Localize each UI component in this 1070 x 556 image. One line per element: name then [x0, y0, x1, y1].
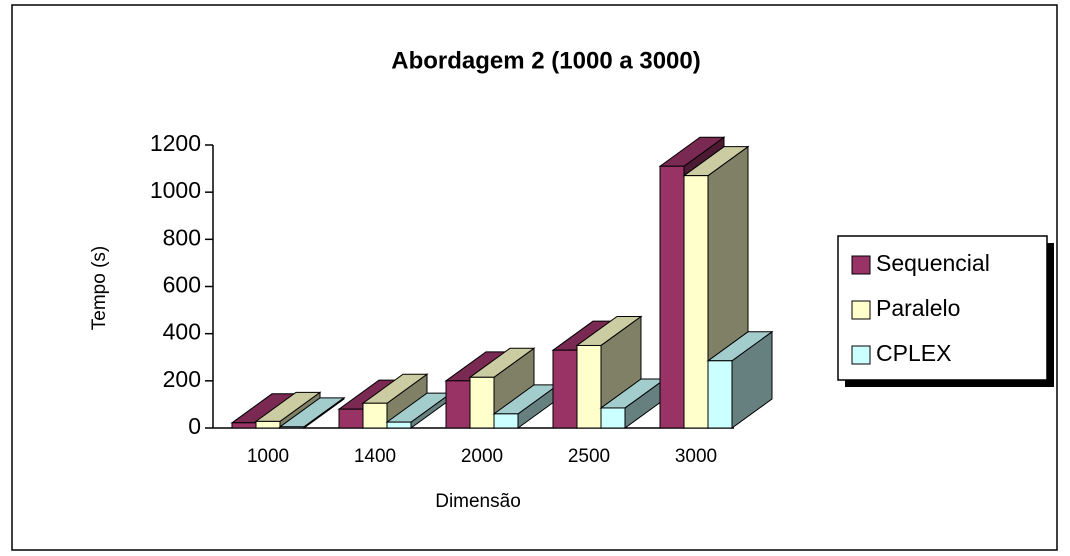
bar [278, 396, 346, 429]
bar-front [362, 402, 388, 429]
bar-front [469, 376, 495, 429]
bar-front [576, 344, 602, 429]
bar-front [445, 380, 471, 429]
bar-front [338, 408, 364, 429]
bar-front [683, 175, 709, 429]
y-tick-label: 200 [163, 366, 201, 392]
bar-front [552, 349, 578, 429]
bar-front [659, 165, 685, 429]
legend-label: Sequencial [876, 250, 990, 276]
y-tick-label: 0 [188, 413, 201, 439]
bar [599, 377, 667, 429]
y-tick-label: 1200 [150, 130, 201, 156]
legend-swatch [851, 345, 871, 365]
y-tick-label: 800 [163, 224, 201, 250]
x-tick-label: 1400 [354, 446, 396, 467]
bar-front [231, 422, 257, 429]
x-axis-label: Dimensão [435, 491, 521, 512]
bar-front [600, 407, 626, 429]
legend-swatch [851, 255, 871, 275]
legend-label: CPLEX [876, 340, 951, 366]
y-tick-label: 1000 [150, 177, 201, 203]
x-tick-label: 2500 [568, 446, 610, 467]
bar-front [279, 426, 305, 429]
chart-title: Abordagem 2 (1000 a 3000) [391, 47, 700, 74]
x-tick-label: 2000 [461, 446, 503, 467]
bar [706, 330, 774, 429]
legend-label: Paralelo [876, 295, 960, 321]
y-axis-label: Tempo (s) [89, 246, 110, 330]
bar-front [707, 360, 733, 429]
bar-front [386, 421, 412, 429]
bar-front [255, 420, 281, 429]
bar-front [493, 413, 519, 429]
legend [837, 235, 1048, 381]
x-tick-label: 1000 [247, 446, 289, 467]
y-tick-label: 600 [163, 272, 201, 298]
x-tick-label: 3000 [675, 446, 717, 467]
y-tick-label: 400 [163, 319, 201, 345]
legend-swatch [851, 300, 871, 320]
